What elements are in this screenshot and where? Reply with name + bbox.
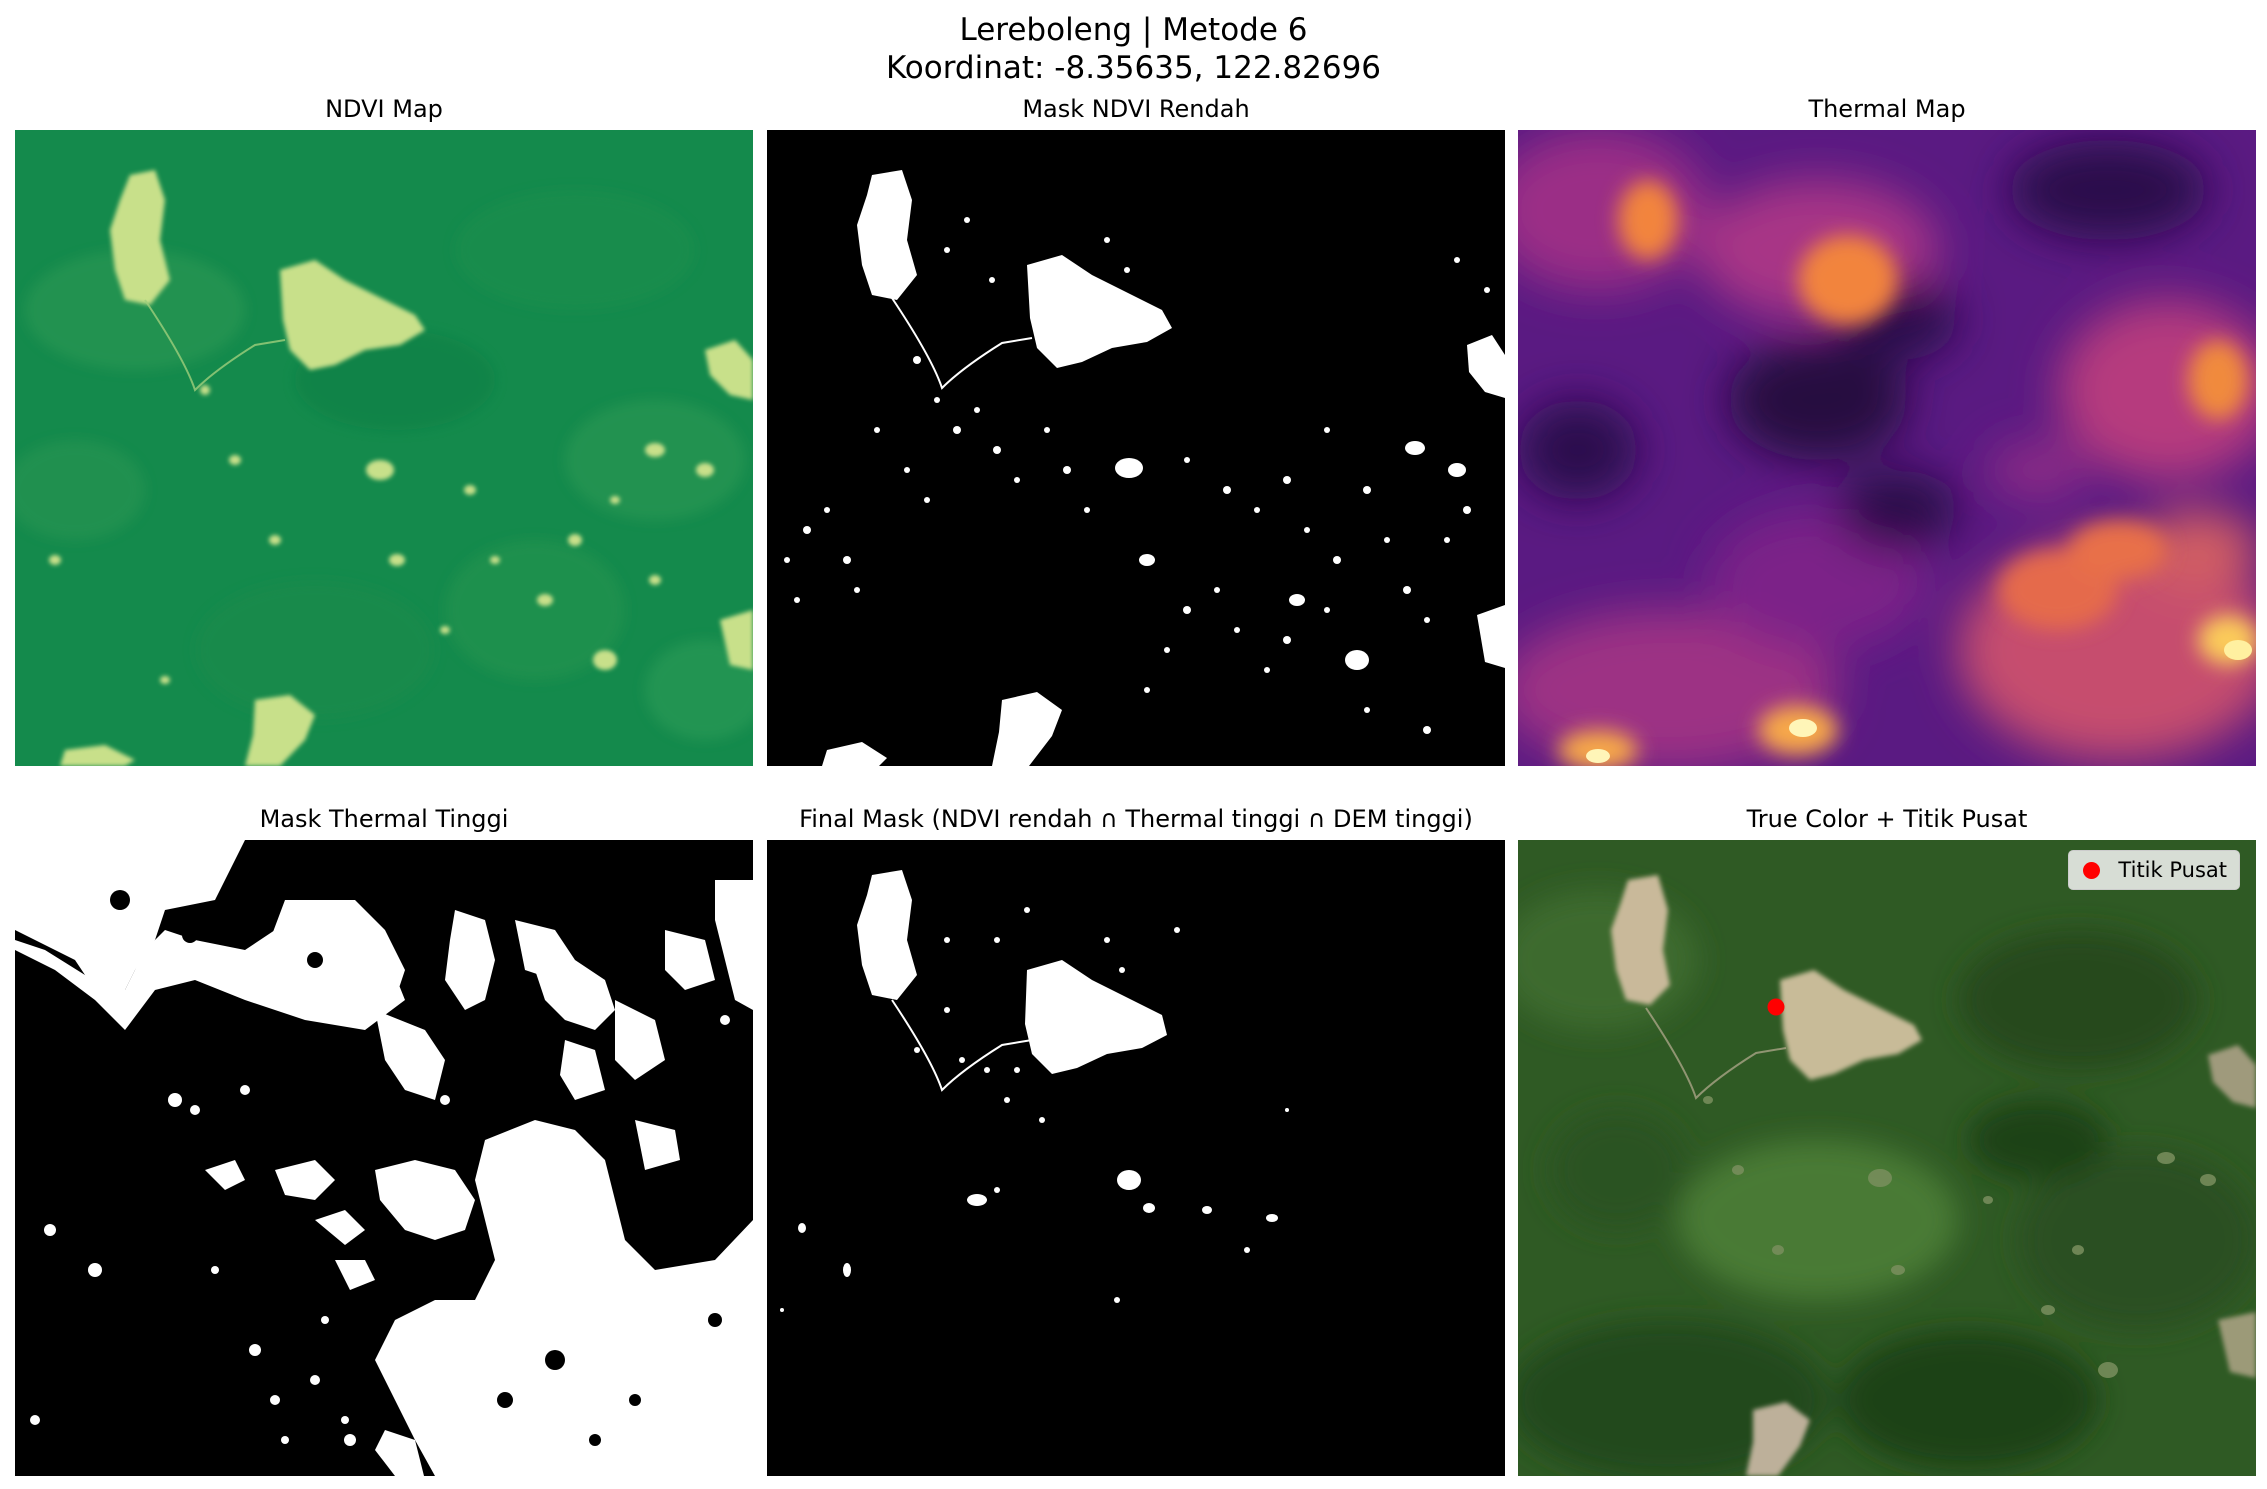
panel-title-mask-ndvi: Mask NDVI Rendah [1022, 95, 1250, 123]
legend: Titik Pusat [2068, 850, 2240, 890]
final-mask-image [767, 840, 1505, 1476]
ndvi-map-image [15, 130, 753, 766]
thermal-map-raster [1518, 130, 2256, 766]
figure-title: Lereboleng | Metode 6 [959, 12, 1308, 48]
mask-thermal-tinggi-image [15, 840, 753, 1476]
thermal-map-image [1518, 130, 2256, 766]
true-color-image: Titik Pusat [1518, 840, 2256, 1476]
ndvi-map-raster [15, 130, 753, 766]
titik-pusat-marker [1767, 998, 1785, 1016]
mask-thermal-tinggi-raster [15, 840, 753, 1476]
legend-label: Titik Pusat [2118, 858, 2227, 882]
panel-title-final-mask: Final Mask (NDVI rendah ∩ Thermal tinggi… [799, 805, 1473, 833]
true-color-raster [1518, 840, 2256, 1476]
panel-title-ndvi-map: NDVI Map [325, 95, 443, 123]
mask-ndvi-rendah-raster [767, 130, 1505, 766]
panel-title-thermal-map: Thermal Map [1808, 95, 1966, 123]
panel-title-true-color: True Color + Titik Pusat [1746, 805, 2028, 833]
mask-ndvi-rendah-image [767, 130, 1505, 766]
legend-marker-icon [2083, 861, 2101, 879]
figure-coordinates: Koordinat: -8.35635, 122.82696 [885, 50, 1382, 86]
panel-title-mask-thermal: Mask Thermal Tinggi [259, 805, 509, 833]
final-mask-raster [767, 840, 1505, 1476]
